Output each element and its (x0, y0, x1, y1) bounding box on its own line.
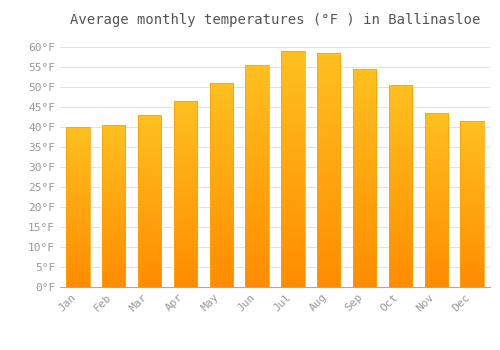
Bar (246, 65, 268, 287)
Bar (460, 121, 483, 287)
Bar (138, 115, 161, 287)
Bar (282, 51, 304, 287)
Bar (210, 83, 233, 287)
Bar (102, 125, 126, 287)
Bar (66, 127, 90, 287)
Bar (317, 53, 340, 287)
Title: Average monthly temperatures (°F ) in Ballinasloe: Average monthly temperatures (°F ) in Ba… (70, 13, 480, 27)
Bar (353, 69, 376, 287)
Bar (389, 85, 412, 287)
Bar (174, 101, 197, 287)
Bar (424, 113, 448, 287)
